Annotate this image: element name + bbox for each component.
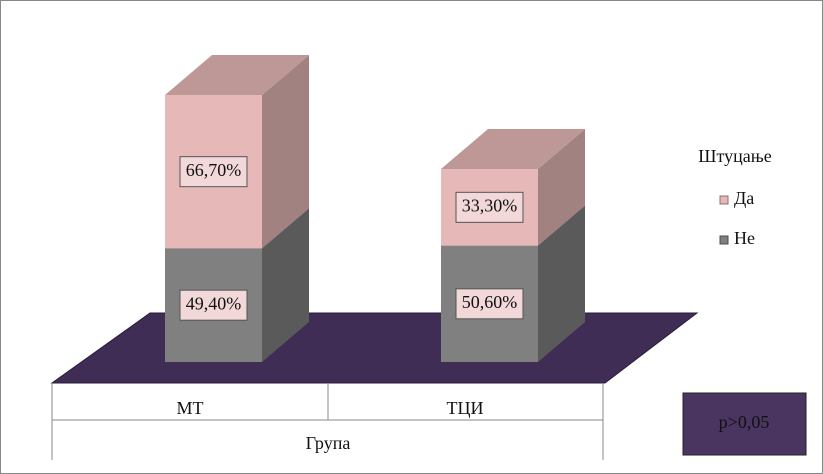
data-label-box: [179, 156, 248, 188]
legend-label: Не: [734, 228, 755, 248]
data-label: 50,60%: [462, 292, 518, 312]
data-label: 33,30%: [462, 195, 518, 215]
data-label: 66,70%: [186, 160, 242, 180]
bar-top: [165, 54, 309, 95]
bar-top: [441, 129, 585, 170]
legend-marker: [719, 235, 729, 245]
x-tick-label: МТ: [177, 398, 204, 418]
annotation: p>0,05: [719, 412, 770, 432]
data-label: 49,40%: [186, 293, 242, 313]
x-axis-title: Група: [306, 433, 351, 453]
bar-side: [538, 129, 585, 246]
data-label-box: [179, 289, 248, 321]
data-label-box: [455, 191, 524, 223]
data-label-box: [455, 288, 524, 320]
legend-label: Да: [734, 188, 754, 208]
bar-side: [262, 54, 309, 249]
bar-side: [262, 208, 309, 362]
floor: [50, 312, 699, 384]
annotation-box: [682, 392, 807, 456]
legend-marker: [719, 195, 729, 205]
category-table: [51, 383, 604, 460]
bar-side: [538, 205, 585, 362]
x-tick-label: ТЦИ: [447, 398, 484, 418]
legend-title: Штуцање: [698, 146, 771, 166]
